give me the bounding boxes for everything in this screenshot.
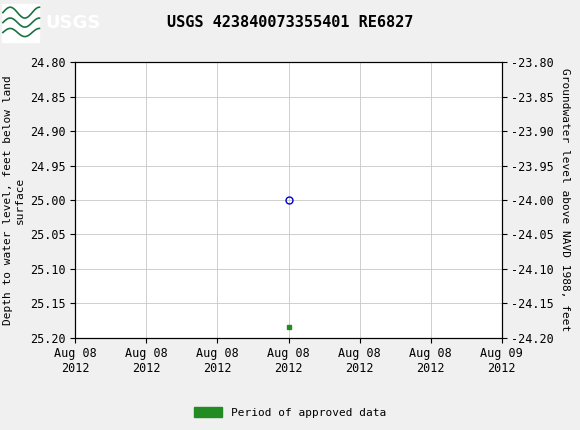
Text: USGS 423840073355401 RE6827: USGS 423840073355401 RE6827 (167, 15, 413, 30)
Legend: Period of approved data: Period of approved data (190, 403, 390, 422)
Y-axis label: Depth to water level, feet below land
surface: Depth to water level, feet below land su… (3, 75, 24, 325)
Y-axis label: Groundwater level above NAVD 1988, feet: Groundwater level above NAVD 1988, feet (560, 68, 570, 332)
Text: USGS: USGS (45, 14, 100, 31)
Bar (2, 3, 39, 42)
